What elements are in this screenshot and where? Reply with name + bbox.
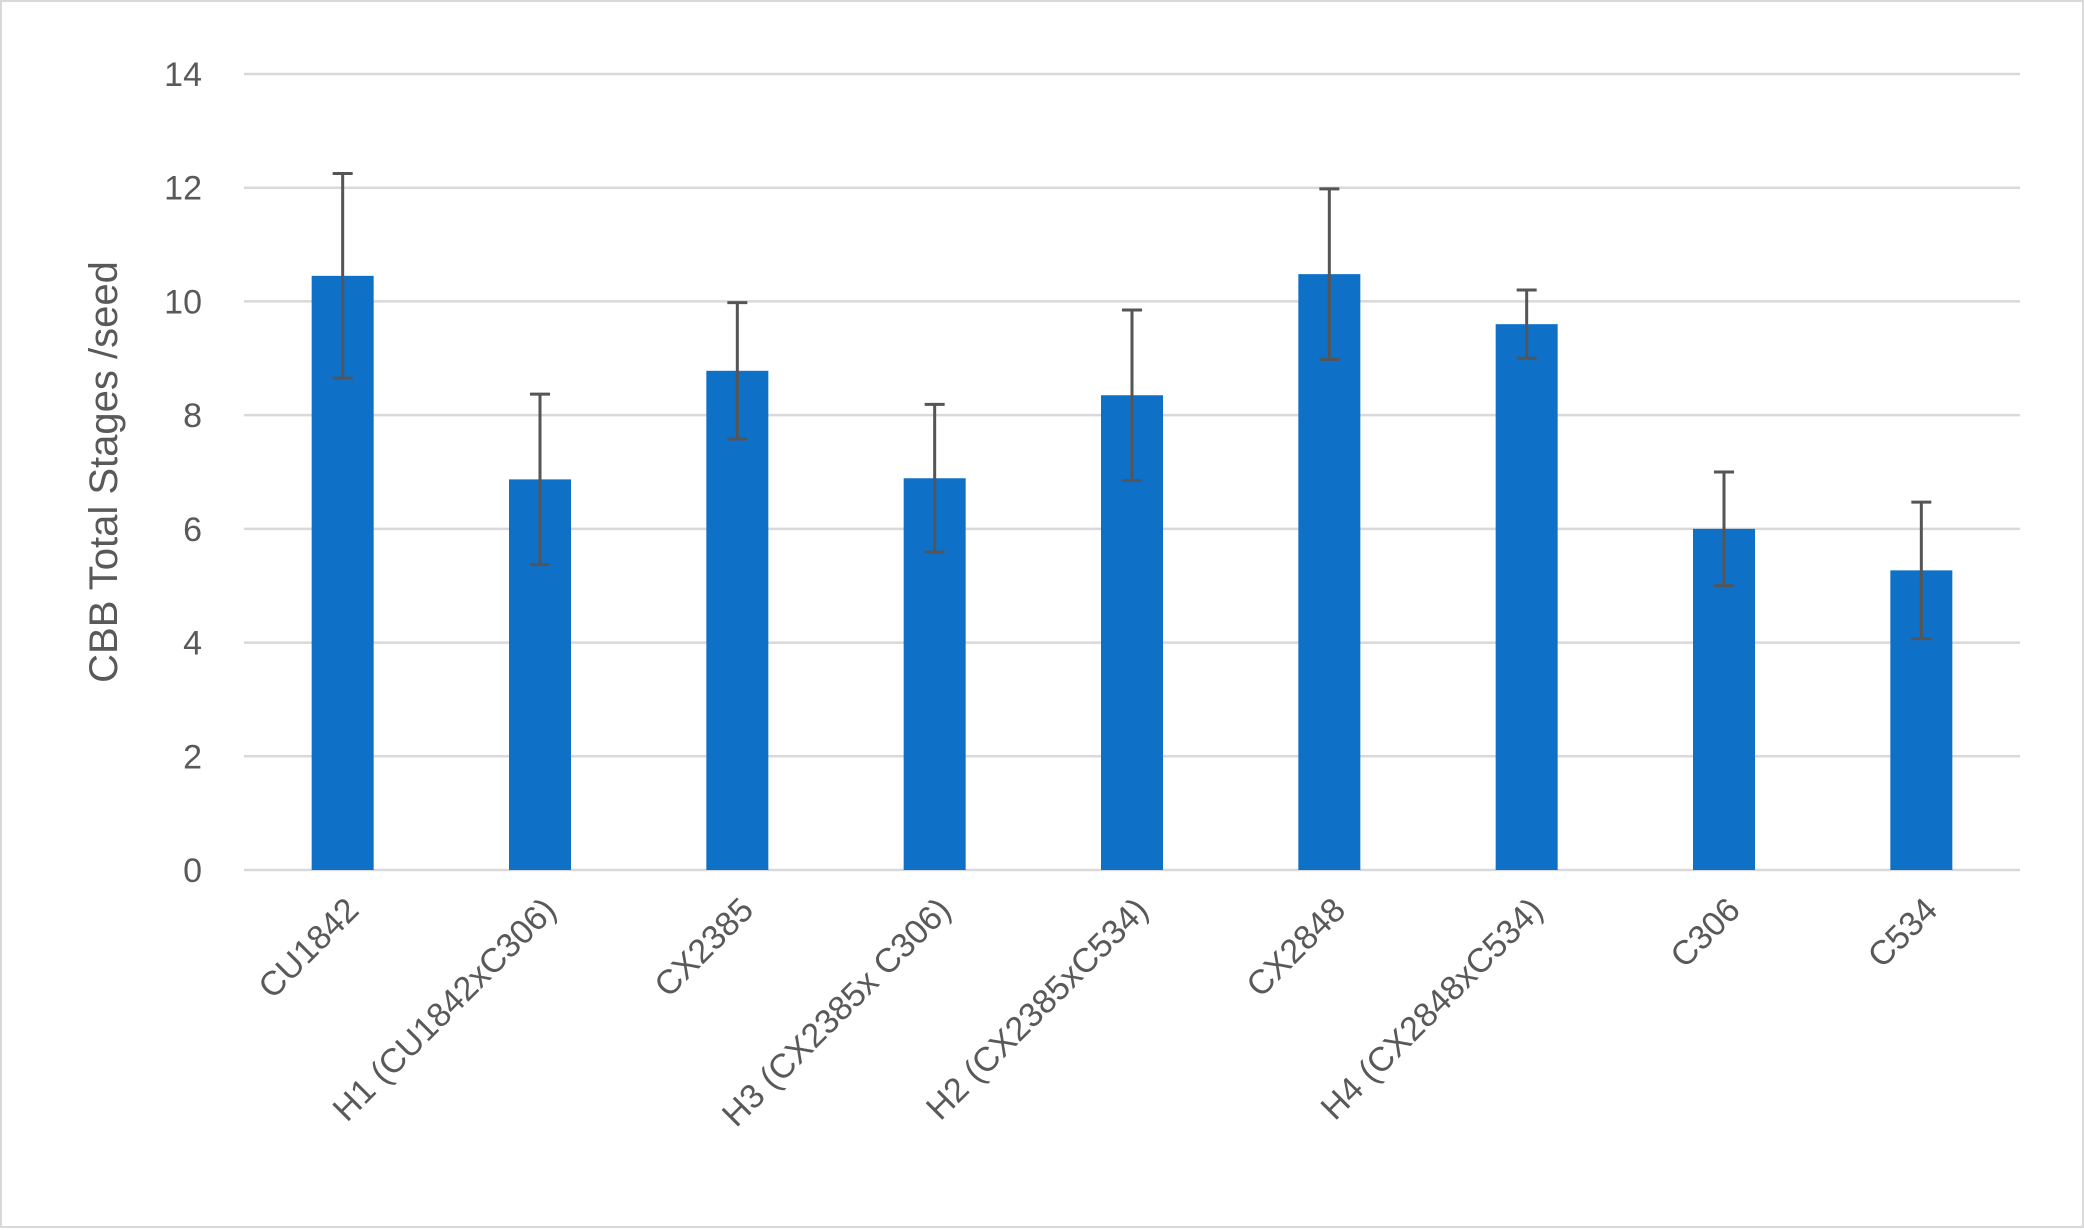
error-bar (924, 402, 945, 554)
error-bar (727, 301, 748, 441)
error-bar (1911, 500, 1932, 641)
y-tick-label: 2 (183, 738, 202, 776)
bar (706, 370, 769, 870)
y-tick-label: 12 (164, 170, 202, 208)
bar (1495, 324, 1558, 871)
y-tick-label: 10 (164, 283, 202, 321)
bars (311, 274, 1953, 871)
error-bar (1714, 470, 1734, 588)
y-tick-label: 4 (183, 625, 202, 663)
y-tick-label: 0 (183, 852, 202, 890)
x-tick-label: CX2848 (1239, 891, 1353, 1005)
error-bar (530, 392, 550, 567)
x-tick-label: H2 (CX2385xC534) (919, 891, 1156, 1128)
x-tick-label: C534 (1861, 891, 1945, 975)
x-tick-label: CU1842 (251, 891, 366, 1006)
y-tick-label: 14 (164, 56, 202, 94)
bar (1298, 274, 1361, 870)
error-bars (332, 172, 1932, 641)
error-bar (332, 172, 353, 380)
error-bar (1319, 187, 1340, 361)
x-tick-label: H1 (CU1842xC306) (326, 891, 564, 1129)
y-tick-label: 8 (183, 397, 202, 435)
y-tick-labels: 0 2 4 6 8 10 12 14 (164, 56, 202, 890)
x-tick-label: C306 (1663, 891, 1747, 975)
y-tick-label: 6 (183, 511, 202, 549)
error-bar (1516, 288, 1537, 360)
error-bar (1122, 308, 1142, 483)
x-tick-label: H4 (CX2848xC534) (1314, 891, 1551, 1128)
y-axis-label: CBB Total Stages /seed (82, 261, 126, 683)
x-tick-label: CX2385 (647, 891, 761, 1005)
